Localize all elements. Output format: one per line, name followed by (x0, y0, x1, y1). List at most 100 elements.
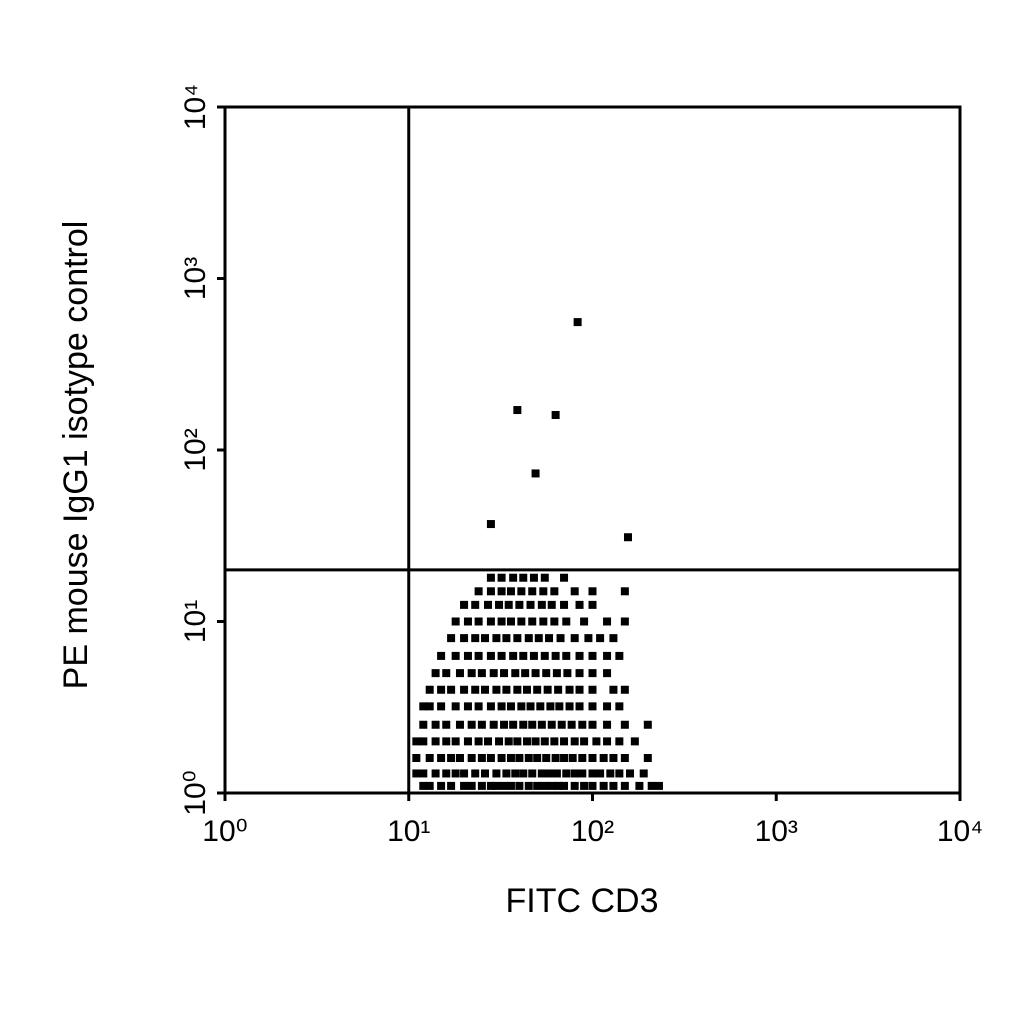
data-point (460, 781, 469, 790)
data-point (425, 753, 434, 762)
data-point (431, 720, 440, 729)
data-point (533, 753, 542, 762)
data-point (513, 406, 522, 415)
data-point (486, 520, 495, 529)
data-point (562, 617, 571, 626)
data-point (460, 769, 469, 778)
data-point (551, 753, 560, 762)
data-point (455, 669, 464, 678)
data-point (471, 634, 480, 643)
data-point (425, 781, 434, 790)
data-point (603, 702, 612, 711)
data-point (497, 702, 506, 711)
data-point (570, 587, 579, 596)
data-point (554, 685, 563, 694)
data-point (425, 685, 434, 694)
data-point (592, 737, 601, 746)
data-point (528, 769, 537, 778)
x-tick-label: 10³ (755, 815, 798, 848)
data-point (580, 781, 589, 790)
data-point (528, 720, 537, 729)
data-point (570, 634, 579, 643)
data-point (437, 651, 446, 660)
data-point (570, 737, 579, 746)
data-point (442, 769, 451, 778)
data-point (431, 669, 440, 678)
data-point (580, 617, 589, 626)
data-point (531, 737, 540, 746)
data-point (486, 651, 495, 660)
data-point (537, 600, 546, 609)
data-point (547, 781, 556, 790)
data-point (442, 737, 451, 746)
data-point (524, 781, 533, 790)
data-point (455, 720, 464, 729)
data-point (643, 720, 652, 729)
data-point (647, 781, 656, 790)
data-point (517, 617, 526, 626)
data-point (560, 573, 569, 582)
data-point (529, 651, 538, 660)
data-point (513, 737, 522, 746)
data-point (620, 617, 629, 626)
data-point (556, 634, 565, 643)
data-point (471, 600, 480, 609)
data-point (486, 587, 495, 596)
data-point (492, 769, 501, 778)
data-point (580, 737, 589, 746)
data-point (565, 685, 574, 694)
data-point (492, 685, 501, 694)
data-point (524, 753, 533, 762)
data-point (502, 685, 511, 694)
data-point (463, 737, 472, 746)
data-point (540, 737, 549, 746)
data-point (509, 720, 518, 729)
data-point (570, 769, 579, 778)
data-point (557, 720, 566, 729)
x-axis-label: FITC CD3 (506, 882, 659, 920)
data-point (519, 573, 528, 582)
data-point (517, 587, 526, 596)
data-point (554, 781, 563, 790)
data-point (467, 669, 476, 678)
data-point (543, 685, 552, 694)
data-point (419, 769, 428, 778)
data-point (540, 651, 549, 660)
data-point (603, 617, 612, 626)
data-point (570, 781, 579, 790)
data-point (437, 781, 446, 790)
data-point (562, 651, 571, 660)
data-point (596, 634, 605, 643)
data-point (455, 753, 464, 762)
data-point (519, 651, 528, 660)
data-point (519, 720, 528, 729)
data-point (545, 769, 554, 778)
data-point (463, 651, 472, 660)
data-point (511, 769, 520, 778)
data-point (474, 737, 483, 746)
data-point (603, 651, 612, 660)
data-point (573, 318, 582, 327)
data-point (497, 573, 506, 582)
data-point (497, 753, 506, 762)
data-point (451, 769, 460, 778)
data-point (562, 769, 571, 778)
data-point (522, 737, 531, 746)
data-point (620, 720, 629, 729)
data-point (603, 669, 612, 678)
data-point (447, 753, 456, 762)
data-point (537, 769, 546, 778)
x-tick-label: 10¹ (387, 815, 430, 848)
data-point (463, 702, 472, 711)
data-point (502, 634, 511, 643)
data-point (486, 781, 495, 790)
data-point (419, 781, 428, 790)
data-point (588, 753, 597, 762)
data-point (584, 634, 593, 643)
data-point (451, 737, 460, 746)
data-point (567, 720, 576, 729)
data-point (545, 634, 554, 643)
data-point (451, 702, 460, 711)
data-point (425, 702, 434, 711)
